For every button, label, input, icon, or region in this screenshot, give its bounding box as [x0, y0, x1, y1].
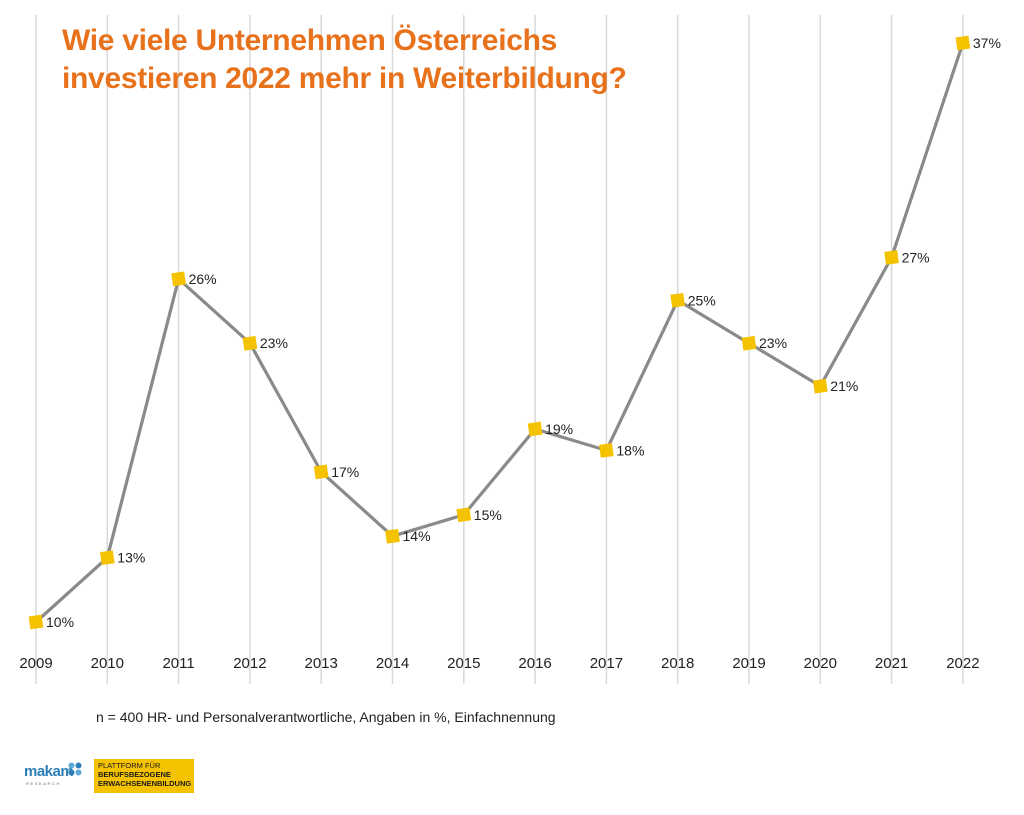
data-label-2021: 27%: [902, 249, 930, 265]
series-line-layer: [34, 42, 965, 624]
x-tick-label-2020: 2020: [804, 655, 837, 672]
data-point-2011: [171, 271, 186, 287]
x-tick-label-2017: 2017: [590, 655, 623, 672]
data-label-2018: 25%: [688, 292, 716, 308]
data-point-2012: [242, 335, 258, 351]
data-point-2020: [812, 378, 828, 394]
data-point-2013: [313, 464, 329, 480]
x-tick-label-2010: 2010: [91, 655, 124, 672]
data-point-2018: [670, 292, 686, 308]
x-tick-label-2019: 2019: [732, 655, 765, 672]
data-point-2016: [527, 421, 543, 437]
data-label-2016: 19%: [545, 421, 573, 437]
x-axis-ticks: 2009 2010 2011 2012 2013 2014 2015 2016 2017 2018…: [19, 655, 979, 672]
x-tick-label-2022: 2022: [946, 655, 979, 672]
plattform-logo-line-3: ERWACHSENENBILDUNG: [98, 779, 192, 788]
x-tick-label-2015: 2015: [447, 655, 480, 672]
sample-note: n = 400 HR- und Personalverantwortliche,…: [96, 709, 556, 725]
makam-logo-sub: RESEARCH: [26, 781, 62, 786]
data-label-2015: 15%: [474, 507, 502, 523]
data-labels: 10% 13% 26% 23% 17% 14% 15% 19% 18% 25% 23% 21% 27% 3…: [46, 35, 1001, 630]
data-point-2017: [599, 443, 614, 458]
chart-title-line-2: investieren 2022 mehr in Weiterbildung?: [62, 62, 627, 95]
data-point-2022: [955, 35, 971, 51]
plattform-logo-line-1: PLATTFORM FÜR: [98, 761, 161, 770]
grid-lines: [35, 15, 964, 684]
data-label-2020: 21%: [830, 378, 858, 394]
chart-title: Wie viele Unternehmen Österreichs invest…: [62, 22, 627, 98]
data-label-2010: 13%: [117, 550, 145, 566]
x-tick-label-2012: 2012: [233, 655, 266, 672]
x-tick-label-2011: 2011: [162, 655, 194, 672]
data-label-2012: 23%: [260, 335, 288, 351]
data-label-2019: 23%: [759, 335, 787, 351]
makam-dots-icon: [68, 762, 82, 776]
x-tick-label-2009: 2009: [19, 655, 52, 672]
x-tick-label-2016: 2016: [518, 655, 551, 672]
plattform-logo-line-2: BERUFSBEZOGENE: [98, 770, 171, 779]
data-point-2019: [741, 335, 757, 351]
makam-logo: makam RESEARCH: [24, 760, 84, 790]
chart-title-line-1: Wie viele Unternehmen Österreichs: [62, 24, 558, 57]
data-label-2017: 18%: [616, 442, 644, 458]
x-tick-label-2018: 2018: [661, 655, 694, 672]
x-tick-label-2013: 2013: [305, 655, 338, 672]
data-label-2013: 17%: [331, 464, 359, 480]
data-point-2014: [385, 528, 400, 544]
data-point-2010: [99, 550, 115, 566]
makam-logo-word: makam: [24, 763, 74, 780]
series-line: [34, 42, 965, 624]
data-point-2015: [456, 507, 472, 523]
data-point-2009: [28, 614, 44, 630]
data-label-2022: 37%: [973, 35, 1001, 51]
data-label-2011: 26%: [189, 271, 217, 287]
plattform-logo: PLATTFORM FÜR BERUFSBEZOGENE ERWACHSENEN…: [94, 759, 194, 793]
data-label-2009: 10%: [46, 614, 74, 630]
data-markers: [28, 35, 971, 630]
data-point-2021: [884, 250, 899, 265]
x-tick-label-2014: 2014: [376, 655, 409, 672]
x-tick-label-2021: 2021: [875, 655, 908, 672]
data-label-2014: 14%: [403, 528, 431, 544]
